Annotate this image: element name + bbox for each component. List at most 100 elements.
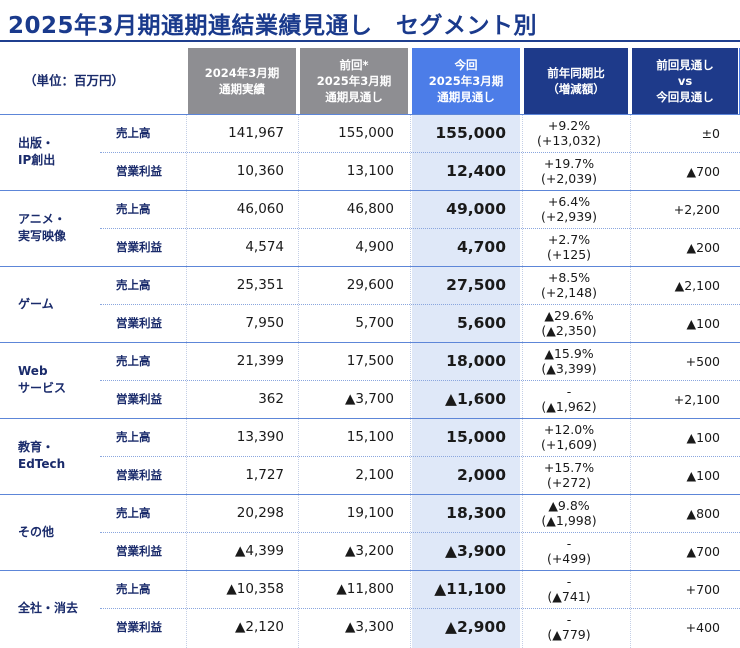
segment-name: その他 [18, 494, 98, 570]
segment-divider [0, 266, 740, 267]
segment-name-line1: その他 [18, 524, 55, 539]
row-divider [100, 456, 740, 458]
yoy-amount: (▲2,350) [541, 323, 597, 338]
fy2024-actual-cell: ▲10,358 [226, 581, 284, 597]
forecast-diff-cell: +2,100 [673, 391, 720, 407]
yoy-cell: ▲29.6% (▲2,350) [524, 304, 614, 342]
previous-forecast-cell: 15,100 [346, 429, 394, 445]
yoy-percent: - [566, 612, 572, 627]
previous-forecast-cell: 46,800 [346, 201, 394, 217]
column-separator [298, 114, 300, 648]
current-forecast-cell: 155,000 [435, 124, 506, 142]
metric-label: 売上高 [116, 354, 151, 368]
header-fy2024-line2: 通期実績 [219, 82, 265, 96]
header-current-line3: 通期見通し [437, 90, 495, 104]
yoy-amount: (+125) [546, 247, 592, 262]
segment-name: 出版・ IP創出 [18, 114, 98, 190]
row-divider [100, 304, 740, 306]
forecast-diff-cell: +700 [685, 581, 720, 597]
segment-name-line2: サービス [18, 381, 67, 395]
segment-divider [0, 114, 740, 115]
metric-label: 売上高 [116, 430, 151, 444]
segment-name-line2: IP創出 [18, 153, 56, 167]
fy2024-actual-cell: 362 [258, 391, 284, 407]
fy2024-actual-cell: 4,574 [245, 239, 284, 255]
metric-label: 売上高 [116, 202, 151, 216]
yoy-percent: - [566, 574, 572, 589]
current-forecast-cell: ▲2,900 [445, 618, 506, 636]
segment-name: アニメ・ 実写映像 [18, 190, 98, 266]
header-current-line1: 今回 [454, 58, 478, 72]
current-forecast-cell: 49,000 [446, 200, 506, 218]
current-forecast-cell: 15,000 [446, 428, 506, 446]
segment-name-line1: 教育・ [18, 440, 55, 454]
yoy-percent: +8.5% [547, 270, 591, 285]
yoy-percent: ▲9.8% [548, 498, 590, 513]
fy2024-actual-cell: 20,298 [236, 505, 284, 521]
forecast-diff-cell: ▲200 [686, 239, 720, 255]
segment-divider [0, 570, 740, 571]
fy2024-actual-cell: 10,360 [236, 163, 284, 179]
segment-name-line1: 出版・ [18, 136, 55, 150]
header-prev-line1: 前回* [339, 58, 369, 72]
metric-label: 売上高 [116, 582, 151, 596]
fy2024-actual-cell: 1,727 [245, 467, 284, 483]
yoy-percent: ▲29.6% [544, 308, 594, 323]
yoy-amount: (+2,939) [540, 209, 597, 224]
current-forecast-cell: ▲11,100 [434, 580, 506, 598]
forecast-diff-cell: ▲700 [686, 543, 720, 559]
segment-name-line1: Web [18, 364, 48, 378]
current-forecast-cell: 27,500 [446, 276, 506, 294]
segment-name: 全社・消去 [18, 570, 98, 646]
metric-label: 営業利益 [116, 468, 162, 482]
segment-divider [0, 190, 740, 191]
yoy-percent: ▲15.9% [544, 346, 594, 361]
segment-name: ゲーム [18, 266, 98, 342]
yoy-percent: - [566, 384, 572, 399]
yoy-cell: - (▲779) [524, 608, 614, 646]
row-divider [100, 380, 740, 382]
column-separator [630, 114, 632, 648]
header-yoy-line2: （増減額） [547, 82, 605, 96]
segment-divider [0, 418, 740, 419]
yoy-percent: +19.7% [543, 156, 595, 171]
current-forecast-cell: 4,700 [456, 238, 506, 256]
title-underline [0, 40, 740, 42]
row-divider [100, 532, 740, 534]
current-forecast-cell: 18,300 [446, 504, 506, 522]
yoy-percent: +15.7% [543, 460, 595, 475]
yoy-amount: (▲779) [547, 627, 591, 642]
header-yoy-line1: 前年同期比 [547, 66, 605, 80]
previous-forecast-cell: 19,100 [346, 505, 394, 521]
yoy-cell: +2.7% (+125) [524, 228, 614, 266]
fy2024-actual-cell: 7,950 [245, 315, 284, 331]
yoy-cell: - (▲741) [524, 570, 614, 608]
segment-name-line1: 全社・消去 [18, 600, 79, 615]
header-current-forecast: 今回 2025年3月期 通期見通し [412, 48, 520, 114]
metric-label: 売上高 [116, 506, 151, 520]
yoy-cell: - (+499) [524, 532, 614, 570]
segment-name-line1: アニメ・ [18, 212, 66, 226]
yoy-cell: ▲15.9% (▲3,399) [524, 342, 614, 380]
forecast-diff-cell: ▲100 [686, 429, 720, 445]
fy2024-actual-cell: 21,399 [236, 353, 284, 369]
previous-forecast-cell: 2,100 [355, 467, 394, 483]
column-separator [522, 114, 524, 648]
yoy-amount: (+272) [546, 475, 592, 490]
row-divider [100, 608, 740, 610]
forecast-diff-cell: +400 [685, 619, 720, 635]
previous-forecast-cell: ▲3,700 [344, 391, 394, 407]
yoy-percent: +6.4% [547, 194, 591, 209]
yoy-amount: (+13,032) [537, 133, 601, 148]
metric-label: 売上高 [116, 126, 151, 140]
fy2024-actual-cell: ▲2,120 [234, 619, 284, 635]
yoy-cell: +15.7% (+272) [524, 456, 614, 494]
current-forecast-cell: ▲1,600 [445, 390, 506, 408]
current-forecast-cell: 2,000 [456, 466, 506, 484]
yoy-amount: (▲741) [547, 589, 591, 604]
segment-name: 教育・ EdTech [18, 418, 98, 494]
row-divider [100, 152, 740, 154]
row-divider [100, 228, 740, 230]
current-forecast-cell: ▲3,900 [445, 542, 506, 560]
yoy-cell: +19.7% (+2,039) [524, 152, 614, 190]
